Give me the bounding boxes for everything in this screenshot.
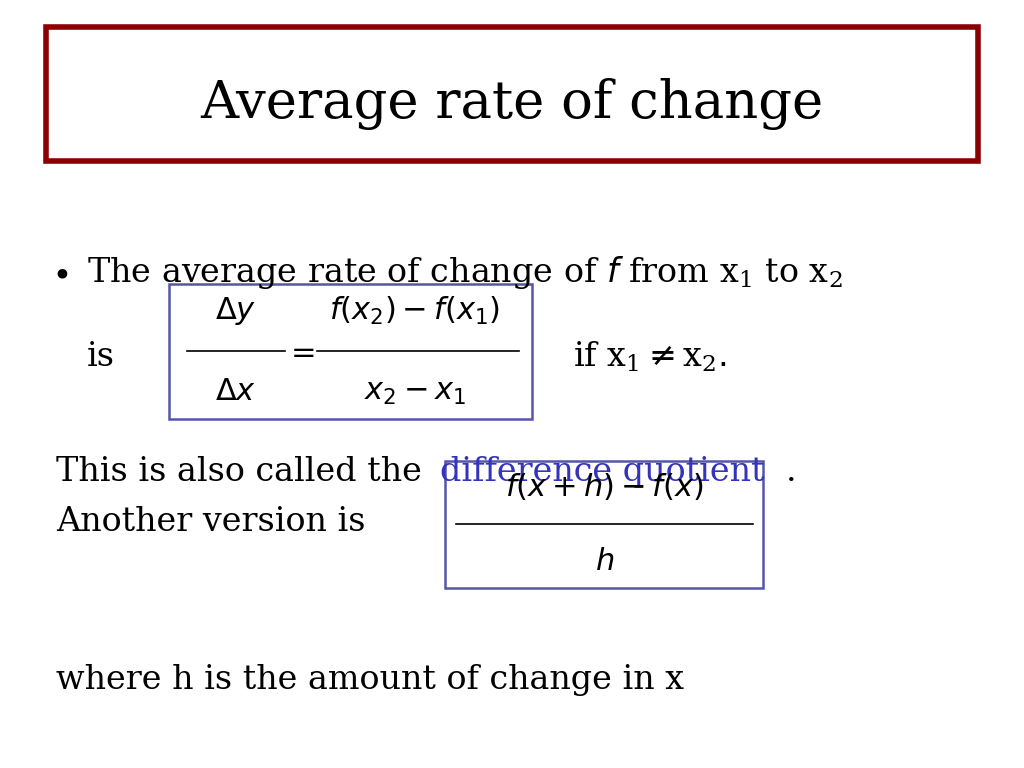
Text: $\Delta y$: $\Delta y$: [215, 296, 256, 327]
Text: $\Delta x$: $\Delta x$: [215, 376, 256, 407]
Bar: [46, 27, 978, 161]
Text: $=$: $=$: [285, 336, 315, 367]
Text: .: .: [785, 456, 796, 488]
Text: Average rate of change: Average rate of change: [201, 78, 823, 130]
Text: difference quotient: difference quotient: [440, 456, 765, 488]
Text: This is also called the: This is also called the: [56, 456, 433, 488]
Bar: [169, 284, 532, 419]
Text: Another version is: Another version is: [56, 506, 366, 538]
Text: is: is: [87, 341, 115, 373]
Text: $f(x+h) - f(x)$: $f(x+h) - f(x)$: [505, 472, 703, 503]
Text: The average rate of change of $f$ from $\mathregular{x_1}$ to $\mathregular{x_2}: The average rate of change of $f$ from $…: [87, 254, 843, 291]
Text: $f(x_2) - f(x_1)$: $f(x_2) - f(x_1)$: [330, 296, 500, 327]
Text: where h is the amount of change in x: where h is the amount of change in x: [56, 664, 684, 696]
Text: if $\mathregular{x_1} \neq \mathregular{x_2}.$: if $\mathregular{x_1} \neq \mathregular{…: [573, 340, 727, 374]
Text: $x_2 - x_1$: $x_2 - x_1$: [364, 376, 466, 407]
Text: $h$: $h$: [595, 545, 613, 577]
Bar: [445, 461, 763, 588]
Text: $\bullet$: $\bullet$: [51, 257, 69, 289]
